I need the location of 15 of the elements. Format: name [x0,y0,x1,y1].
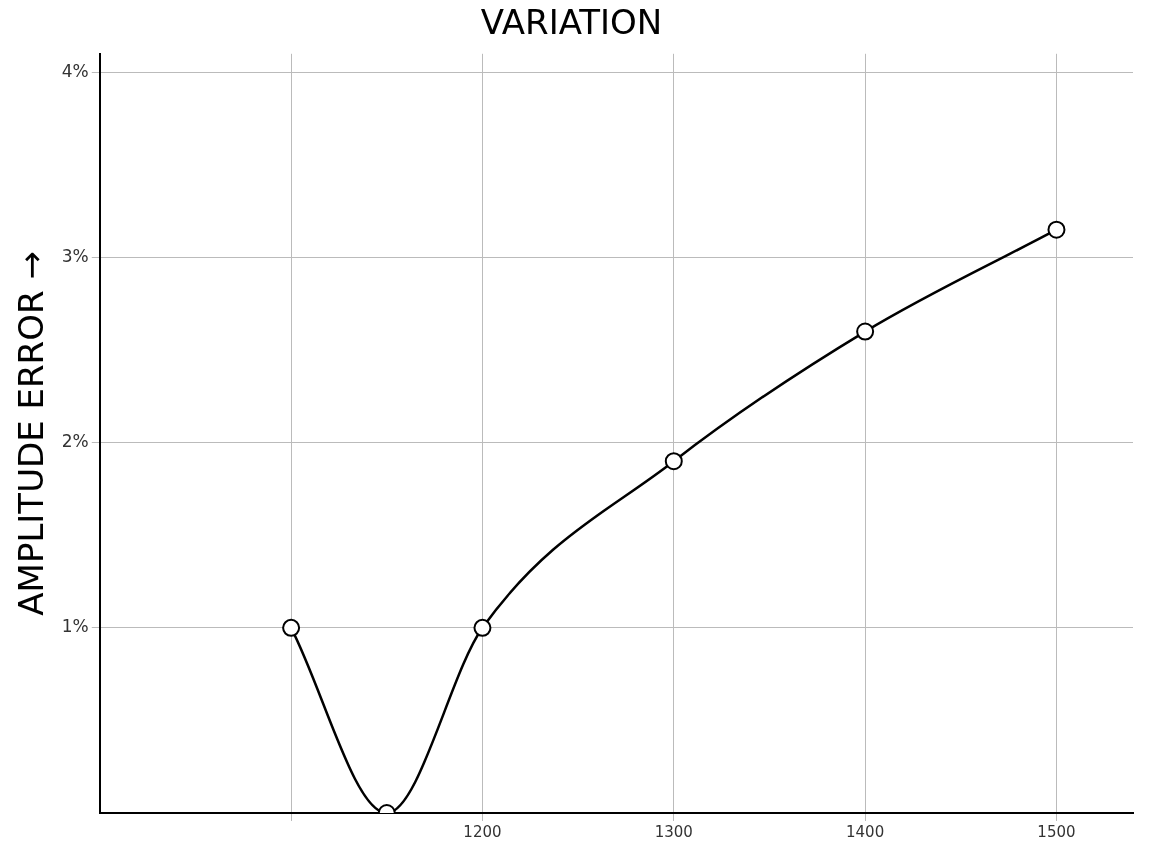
point [664,452,683,471]
point [473,618,492,637]
y-tick-label: 3% [61,245,89,266]
chart-title: VARIATION [480,2,663,43]
x-tick-label: 1400 [846,822,885,841]
y-tick-label: 2% [61,431,89,452]
point [282,618,301,637]
x-tick-label: 1200 [463,822,502,841]
y-axis-title: AMPLITUDE ERROR → [11,251,52,616]
point [1047,220,1066,239]
x-tick-label: 1300 [654,822,693,841]
x-tick-label: 1500 [1037,822,1076,841]
y-tick-label: 1% [61,616,89,637]
y-tick-label: 4% [61,60,89,81]
point [856,322,875,341]
